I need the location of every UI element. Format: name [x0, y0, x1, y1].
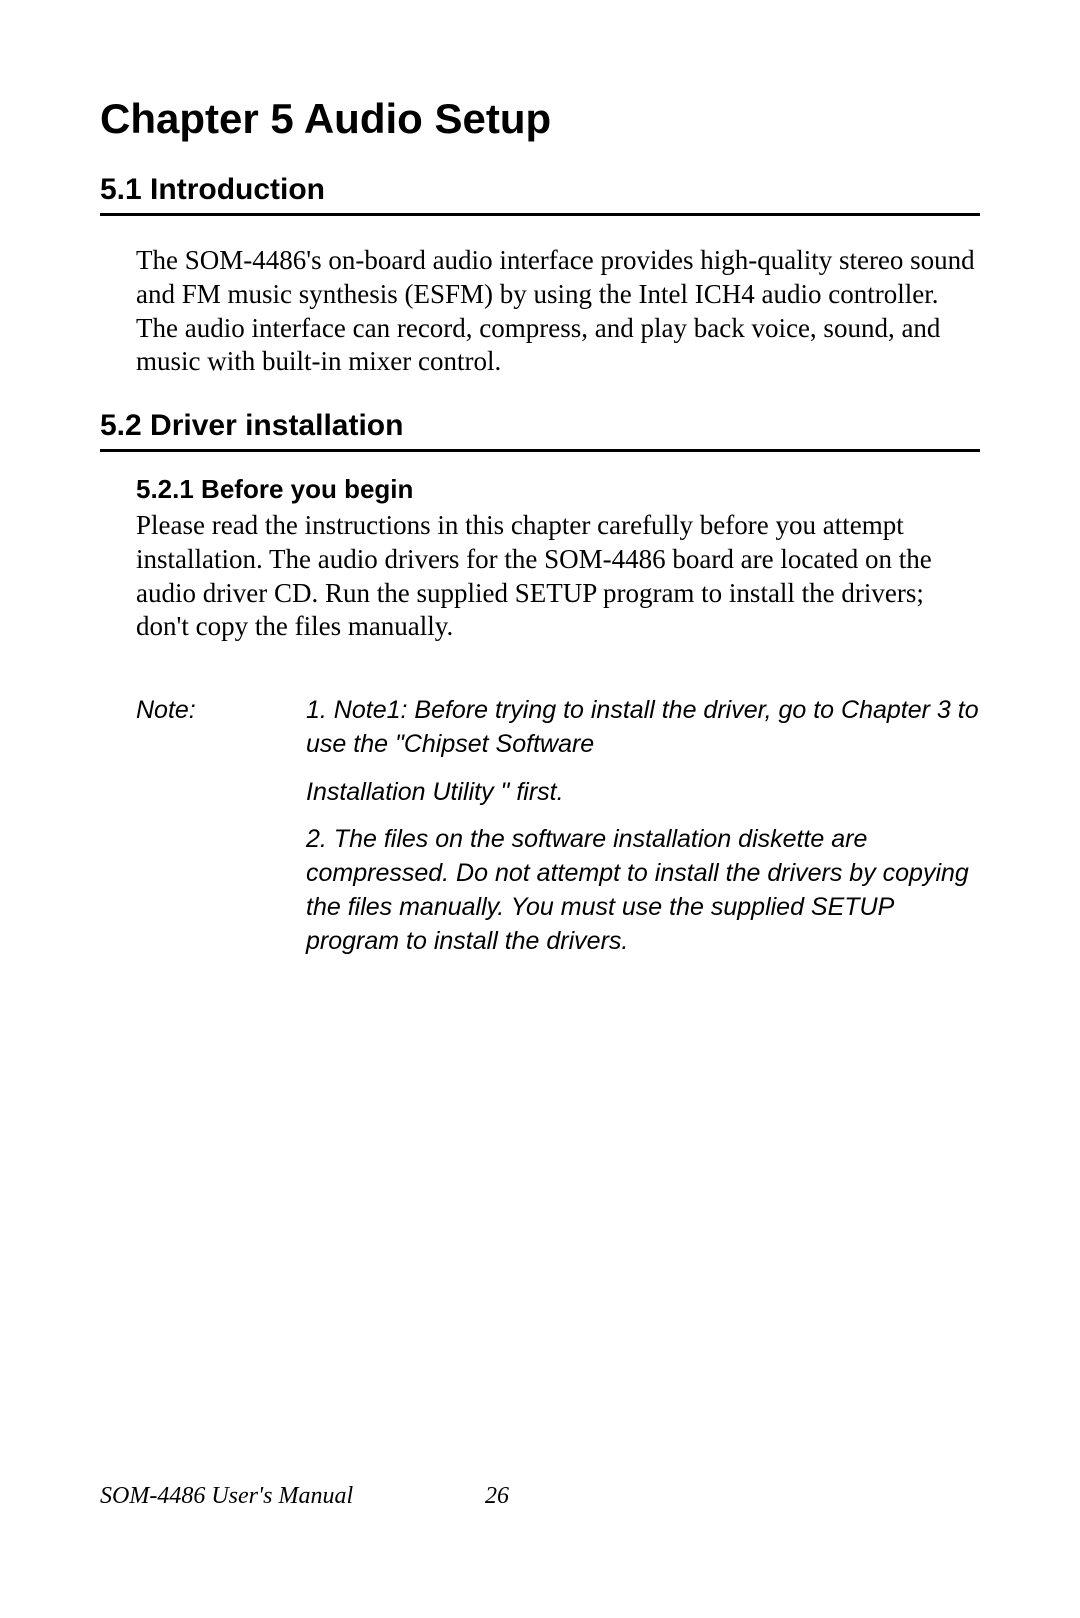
note-block: Note: 1. Note1: Before trying to install… — [136, 694, 980, 972]
subsection-heading-before-you-begin: 5.2.1 Before you begin — [136, 474, 980, 505]
chapter-title: Chapter 5 Audio Setup — [100, 95, 980, 143]
note-label: Note: — [136, 694, 306, 972]
section-heading-introduction: 5.1 Introduction — [100, 173, 980, 216]
section-body-introduction: The SOM-4486's on-board audio interface … — [136, 244, 980, 379]
section-heading-driver-installation: 5.2 Driver installation — [100, 409, 980, 452]
document-page: Chapter 5 Audio Setup 5.1 Introduction T… — [0, 0, 1080, 1618]
note-item-1-line-2: Installation Utility " first. — [306, 776, 980, 810]
note-item-1-line-1: 1. Note1: Before trying to install the d… — [306, 694, 980, 762]
page-footer: SOM-4486 User's Manual 26 — [100, 1483, 980, 1510]
subsection-body-before-you-begin: Please read the instructions in this cha… — [136, 509, 980, 644]
note-content: 1. Note1: Before trying to install the d… — [306, 694, 980, 972]
note-item-2: 2. The files on the software installatio… — [306, 823, 980, 958]
footer-page-number: 26 — [485, 1483, 509, 1510]
footer-manual-title: SOM-4486 User's Manual — [100, 1483, 485, 1510]
